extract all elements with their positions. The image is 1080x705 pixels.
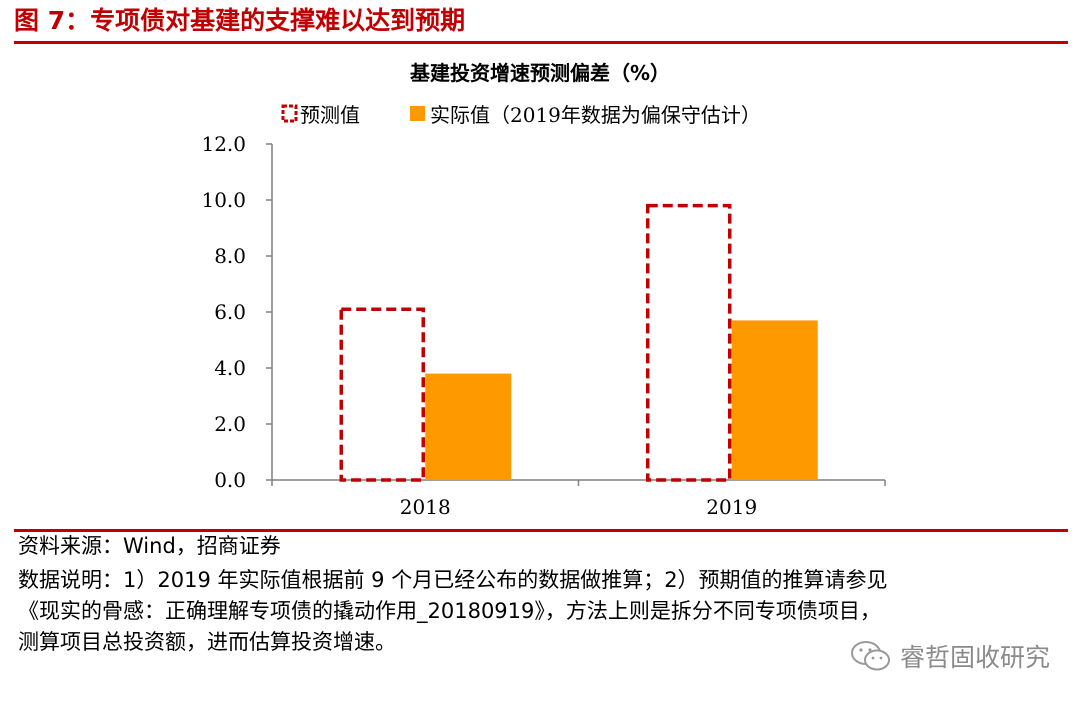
watermark-text: 睿哲固收研究 [899, 643, 1050, 672]
watermark: 睿哲固收研究 [850, 638, 1050, 674]
data-note-line-1: 数据说明：1）2019 年实际值根据前 9 个月已经公布的数据做推算；2）预期值… [18, 568, 888, 592]
y-tick-label: 8.0 [214, 244, 246, 268]
y-tick-label: 10.0 [201, 188, 246, 212]
plot-area: 0.0 2.0 4.0 6.0 8.0 10.0 12.0 2018 2019 [201, 132, 886, 519]
legend-swatch-forecast [281, 104, 298, 123]
figure-title: 图 7：专项债对基建的支撑难以达到预期 [14, 6, 466, 35]
y-tick-label: 12.0 [201, 132, 246, 156]
bar-chart: 基建投资增速预测偏差（%） 预测值 实际值（2019年数据为偏保守估计） 0.0… [201, 61, 886, 519]
x-tick-label: 2019 [706, 495, 757, 519]
bar-forecast-2018 [339, 307, 425, 482]
legend-swatch-actual [410, 106, 425, 121]
legend: 预测值 实际值（2019年数据为偏保守估计） [281, 103, 761, 127]
chart-title: 基建投资增速预测偏差（%） [410, 61, 670, 85]
legend-label-actual: 实际值（2019年数据为偏保守估计） [430, 103, 761, 127]
title-rule [14, 41, 1068, 44]
y-tick-label: 4.0 [214, 356, 246, 380]
x-tick-label: 2018 [400, 495, 451, 519]
y-tick-label: 0.0 [214, 468, 246, 492]
bar-actual-2019 [731, 320, 818, 480]
bar-forecast-2019 [646, 203, 732, 482]
wechat-icon [850, 641, 890, 671]
legend-label-forecast: 预测值 [300, 103, 360, 127]
y-tick-label: 6.0 [214, 300, 246, 324]
footer-rule [14, 529, 1068, 532]
source-note: 资料来源：Wind，招商证券 [18, 534, 281, 558]
y-tick-label: 2.0 [214, 412, 246, 436]
data-note-line-2: 《现实的骨感：正确理解专项债的撬动作用_20180919》，方法上则是拆分不同专… [18, 599, 881, 623]
data-note-line-3: 测算项目总投资额，进而估算投资增速。 [18, 630, 396, 654]
bar-actual-2018 [425, 373, 512, 480]
